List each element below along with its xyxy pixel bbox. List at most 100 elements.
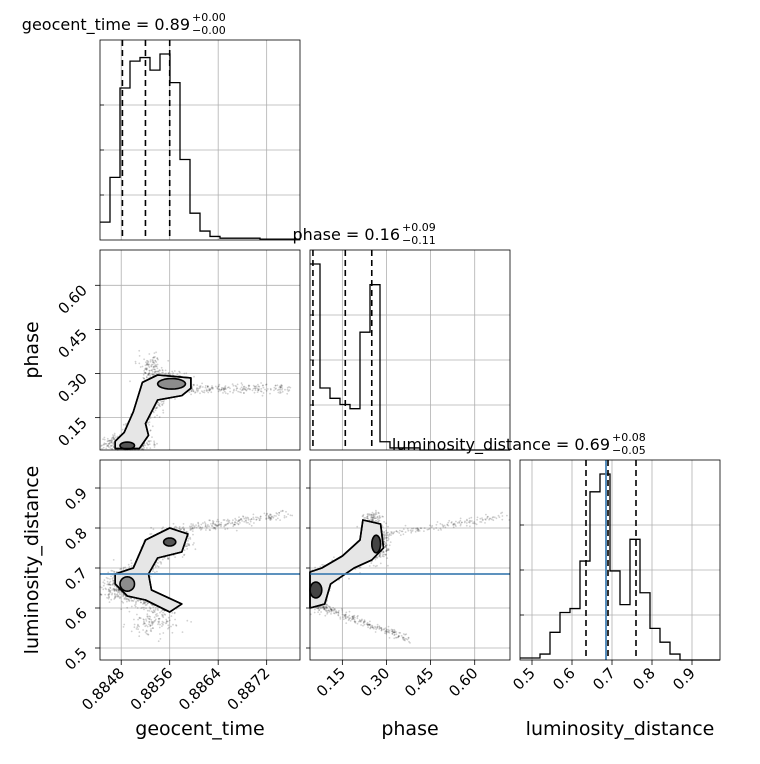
scatter-point [386, 532, 388, 534]
scatter-point [385, 554, 387, 556]
scatter-point [253, 518, 255, 520]
scatter-point [104, 594, 106, 596]
scatter-point [167, 624, 169, 626]
scatter-point [147, 626, 149, 628]
scatter-point [232, 392, 234, 394]
scatter-point [153, 357, 155, 359]
scatter-point [154, 616, 156, 618]
scatter-point [100, 445, 102, 447]
scatter-point [269, 514, 271, 516]
scatter-point [373, 628, 375, 630]
scatter-point [386, 557, 388, 559]
scatter-point [205, 385, 207, 387]
scatter-point [384, 631, 386, 633]
scatter-point [333, 612, 335, 614]
scatter-point [150, 440, 152, 442]
scatter-point [186, 548, 188, 550]
scatter-point [260, 518, 262, 520]
scatter-point [110, 581, 112, 583]
scatter-point [253, 388, 255, 390]
scatter-point [241, 520, 243, 522]
scatter-point [109, 601, 111, 603]
scatter-point [229, 391, 231, 393]
scatter-point [198, 526, 200, 528]
scatter-point [185, 372, 187, 374]
scatter-point [154, 620, 156, 622]
scatter-point [380, 563, 382, 565]
scatter-point [378, 628, 380, 630]
scatter-point [162, 412, 164, 414]
scatter-point [148, 364, 150, 366]
scatter-point [216, 525, 218, 527]
scatter-point [193, 542, 195, 544]
scatter-point [205, 387, 207, 389]
scatter-point [154, 352, 156, 354]
scatter-point [335, 611, 337, 613]
scatter-point [363, 621, 365, 623]
scatter-point [264, 513, 266, 515]
scatter-point [153, 528, 155, 530]
scatter-point [208, 525, 210, 527]
scatter-point [361, 619, 363, 621]
scatter-point [393, 637, 395, 639]
scatter-point [143, 370, 145, 372]
scatter-point [243, 518, 245, 520]
scatter-point [174, 619, 176, 621]
scatter-point [150, 628, 152, 630]
scatter-point [143, 447, 145, 449]
scatter-point [104, 437, 106, 439]
scatter-point [222, 392, 224, 394]
scatter-point [255, 519, 257, 521]
scatter-point [224, 528, 226, 530]
scatter-point [172, 632, 174, 634]
scatter-point [260, 388, 262, 390]
scatter-point [149, 366, 151, 368]
scatter-point [251, 518, 253, 520]
scatter-point [148, 424, 150, 426]
scatter-point [218, 524, 220, 526]
scatter-point [320, 611, 322, 613]
scatter-point [291, 515, 293, 517]
scatter-point [279, 388, 281, 390]
scatter-point [188, 545, 190, 547]
scatter-point [252, 390, 254, 392]
scatter-point [285, 511, 287, 513]
scatter-point [212, 522, 214, 524]
scatter-point [233, 385, 235, 387]
scatter-point [144, 625, 146, 627]
scatter-point [329, 610, 331, 612]
scatter-point [225, 388, 227, 390]
scatter-point [206, 527, 208, 529]
scatter-point [174, 370, 176, 372]
scatter-point [232, 523, 234, 525]
scatter-point [152, 570, 154, 572]
scatter-point [377, 557, 379, 559]
scatter-point [165, 623, 167, 625]
scatter-point [154, 444, 156, 446]
scatter-point [387, 540, 389, 542]
scatter-point [152, 569, 154, 571]
scatter-point [162, 615, 164, 617]
scatter-point [253, 522, 255, 524]
scatter-point [143, 445, 145, 447]
scatter-point [158, 618, 160, 620]
scatter-point [270, 389, 272, 391]
scatter-point [229, 520, 231, 522]
scatter-point [156, 366, 158, 368]
scatter-point [174, 612, 176, 614]
scatter-point [184, 554, 186, 556]
scatter-point [144, 372, 146, 374]
scatter-point [401, 635, 403, 637]
scatter-point [190, 526, 192, 528]
scatter-point [324, 615, 326, 617]
scatter-point [326, 604, 328, 606]
scatter-point [332, 607, 334, 609]
scatter-point [200, 527, 202, 529]
scatter-point [175, 624, 177, 626]
scatter-point [134, 599, 136, 601]
scatter-point [114, 593, 116, 595]
scatter-point [155, 609, 157, 611]
scatter-point [259, 519, 261, 521]
scatter-point [190, 523, 192, 525]
scatter-point [239, 391, 241, 393]
